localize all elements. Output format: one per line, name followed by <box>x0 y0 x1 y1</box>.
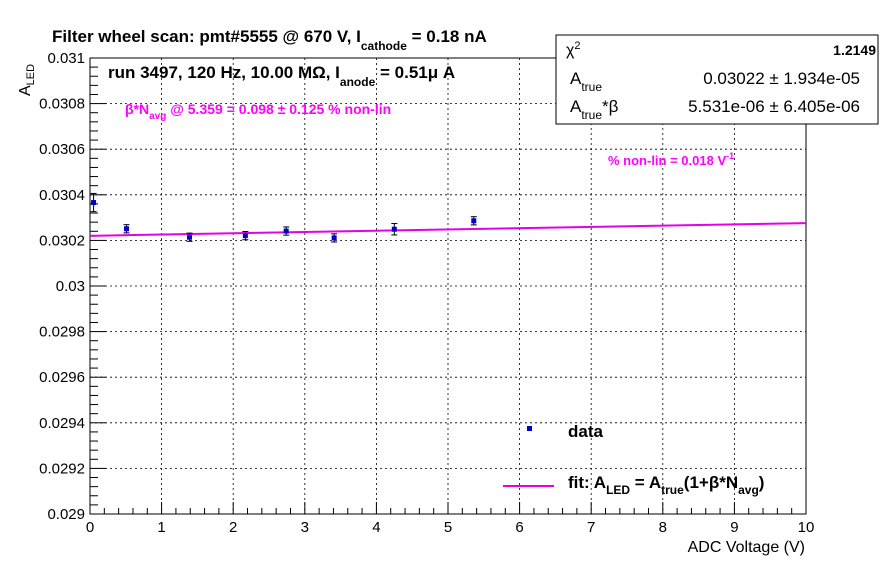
stats-chi2-label-main: χ <box>566 42 575 59</box>
y-tick-label: 0.0304 <box>39 187 85 204</box>
legend: data fit: ALED = Atrue(1+β*Navg) <box>503 422 764 497</box>
data-point <box>283 226 290 236</box>
data-point-marker <box>242 233 248 239</box>
x-tick-label: 6 <box>515 519 523 536</box>
y-tick-label: 0.0296 <box>39 369 85 386</box>
legend-fit-label: fit: ALED = Atrue(1+β*Navg) <box>568 473 764 497</box>
legend-data-marker <box>527 426 532 431</box>
run-info-tail: = 0.51μ A <box>375 63 455 82</box>
y-axis-label-sub: LED <box>25 64 37 85</box>
stats-box: χ2 1.2149 Atrue 0.03022 ± 1.934e-05 Atru… <box>555 34 879 125</box>
y-tick-label: 0.0298 <box>39 324 85 341</box>
x-tick-label: 0 <box>86 519 94 536</box>
x-tick-label: 8 <box>659 519 667 536</box>
legend-fit-p4: ) <box>759 473 765 492</box>
beta-annotation-sub: avg <box>149 111 166 122</box>
x-tick-label: 4 <box>372 519 380 536</box>
stats-atrue-label: Atrue <box>570 69 602 94</box>
y-tick-label: 0.0302 <box>39 232 85 249</box>
y-tick-label: 0.0306 <box>39 141 85 158</box>
y-tick-label: 0.0294 <box>39 415 85 432</box>
stats-chi2-label-sup: 2 <box>574 40 580 52</box>
beta-annotation: β*Navg @ 5.359 = 0.098 ± 0.125 % non-lin <box>125 101 391 122</box>
data-point-marker <box>283 228 289 234</box>
legend-fit-s2: true <box>661 483 684 497</box>
data-point-marker <box>124 226 130 232</box>
x-tick-label: 3 <box>301 519 309 536</box>
stats-atrue-beta-label-main: A <box>570 97 582 116</box>
data-point-marker <box>471 218 477 224</box>
x-tick-label: 1 <box>157 519 165 536</box>
legend-fit-p2: = A <box>630 473 661 492</box>
chart-title: Filter wheel scan: pmt#5555 @ 670 V, Ica… <box>52 27 487 53</box>
run-info-main: run 3497, 120 Hz, 10.00 MΩ, I <box>108 63 340 82</box>
legend-fit-p1: fit: A <box>568 473 606 492</box>
data-point <box>186 232 193 242</box>
data-point-marker <box>331 235 337 241</box>
nonlin-annotation-sup: -1 <box>726 151 734 161</box>
beta-annotation-tail: @ 5.359 = 0.098 ± 0.125 % non-lin <box>166 101 391 117</box>
grid-lines <box>90 58 806 514</box>
x-axis-label: ADC Voltage (V) <box>688 539 805 556</box>
x-tick-label: 9 <box>730 519 738 536</box>
beta-annotation-pre: β*N <box>125 101 149 117</box>
stats-atrue-label-main: A <box>570 69 582 88</box>
data-point <box>242 231 249 241</box>
data-point <box>470 216 477 226</box>
nonlin-annotation-main: % non-lin = 0.018 V <box>608 153 726 168</box>
data-point <box>331 233 338 243</box>
y-axis-label: ALED <box>17 64 37 96</box>
legend-data-label: data <box>568 422 604 441</box>
legend-fit-s3: avg <box>738 483 759 497</box>
x-tick-label: 2 <box>229 519 237 536</box>
y-tick-label: 0.0292 <box>39 460 85 477</box>
data-point-marker <box>187 234 193 240</box>
chart-title-sub: cathode <box>361 39 407 53</box>
stats-atrue-beta-label-tail: *β <box>602 97 619 116</box>
data-point-marker <box>91 200 97 206</box>
data-points-group <box>90 192 477 243</box>
y-tick-label: 0.03 <box>56 278 85 295</box>
chart-title-tail: = 0.18 nA <box>407 27 487 46</box>
run-info: run 3497, 120 Hz, 10.00 MΩ, Ianode = 0.5… <box>108 63 455 89</box>
nonlin-annotation: % non-lin = 0.018 V-1 <box>608 151 734 168</box>
y-tick-label: 0.031 <box>47 50 85 67</box>
data-point <box>123 224 130 234</box>
stats-atrue-label-sub: true <box>581 80 602 94</box>
y-tick-label: 0.0308 <box>39 96 85 113</box>
legend-fit-s1: LED <box>606 483 630 497</box>
chart-title-main: Filter wheel scan: pmt#5555 @ 670 V, I <box>52 27 361 46</box>
data-point <box>90 192 97 213</box>
stats-atrue-beta-label-sub: true <box>581 108 602 122</box>
y-axis-label-main: A <box>17 85 34 96</box>
fit-line-group <box>89 222 807 237</box>
x-tick-label: 10 <box>798 519 815 536</box>
x-axis-ticks: 0 1 2 3 4 5 6 7 8 9 10 <box>86 502 815 536</box>
stats-chi2-label: χ2 <box>566 40 581 59</box>
run-info-sub: anode <box>340 75 376 89</box>
y-axis-ticks: 0.029 0.0292 0.0294 0.0296 0.0298 0.03 0.0302 0… <box>39 50 106 523</box>
legend-fit-p3: (1+β*N <box>684 473 738 492</box>
data-point-marker <box>391 226 397 232</box>
x-tick-label: 5 <box>444 519 452 536</box>
stats-atrue-beta-value: 5.531e-06 ± 6.405e-06 <box>688 97 860 116</box>
stats-box-frame <box>555 34 879 125</box>
y-tick-label: 0.029 <box>47 506 85 523</box>
data-point <box>391 223 398 236</box>
stats-chi2-value: 1.2149 <box>833 42 876 58</box>
fit-line <box>89 222 807 237</box>
stats-atrue-value: 0.03022 ± 1.934e-05 <box>703 69 860 88</box>
stats-atrue-beta-label: Atrue*β <box>570 97 619 122</box>
x-tick-label: 7 <box>587 519 595 536</box>
plot-frame <box>89 57 807 515</box>
